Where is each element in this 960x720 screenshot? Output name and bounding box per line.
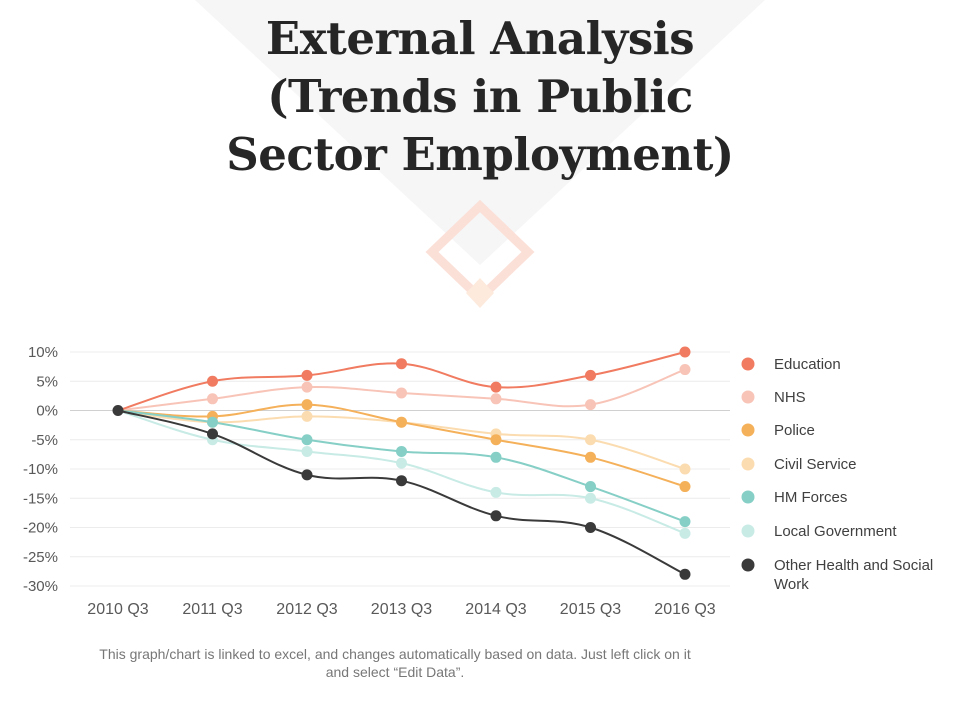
legend-label-nhs: NHS <box>774 389 806 406</box>
legend-marker-police <box>741 423 755 437</box>
data-point-hm-forces <box>679 516 691 528</box>
legend-label-local-government: Local Government <box>774 523 897 540</box>
background-chevron-shape <box>195 0 765 265</box>
title-line-2: (Trends in Public <box>267 70 693 123</box>
legend-marker-education <box>741 357 755 371</box>
data-point-local-government <box>301 445 313 457</box>
data-point-local-government <box>396 457 407 469</box>
diamond-small-shape <box>466 278 494 308</box>
data-point-education <box>301 369 313 381</box>
data-point-origin <box>112 405 124 416</box>
x-tick-label: 2013 Q3 <box>371 601 432 618</box>
x-tick-label: 2011 Q3 <box>182 601 242 618</box>
legend-label-education: Education <box>774 356 841 373</box>
legend-marker-other-health-and-social-work <box>741 558 755 572</box>
data-point-education <box>490 381 502 393</box>
data-point-local-government <box>585 492 596 504</box>
y-tick-label: -30% <box>23 578 58 595</box>
data-point-police <box>396 416 407 428</box>
x-tick-label: 2015 Q3 <box>560 601 621 618</box>
legend-marker-civil-service <box>741 457 755 471</box>
data-point-local-government <box>490 486 502 498</box>
data-point-other-health-and-social-work <box>207 428 218 440</box>
data-point-civil-service <box>301 410 313 422</box>
y-tick-label: 10% <box>28 344 58 361</box>
x-tick-label: 2014 Q3 <box>465 601 526 618</box>
y-tick-label: -25% <box>23 549 58 566</box>
legend-label-line-1: Other Health and Social <box>774 557 933 574</box>
data-point-education <box>679 346 691 358</box>
y-tick-label: -5% <box>31 432 58 449</box>
footnote: This graph/chart is linked to excel, and… <box>99 646 691 680</box>
data-point-civil-service <box>585 434 596 446</box>
data-point-nhs <box>585 399 596 411</box>
legend-label-hm-forces: HM Forces <box>774 489 847 506</box>
data-point-education <box>585 369 596 381</box>
data-point-education <box>396 358 407 370</box>
data-point-hm-forces <box>207 416 218 428</box>
x-tick-label: 2012 Q3 <box>276 601 337 618</box>
data-point-nhs <box>207 393 218 405</box>
y-tick-label: -10% <box>23 461 58 478</box>
y-tick-label: 5% <box>36 373 58 390</box>
data-point-police <box>301 399 313 411</box>
legend-label-line-2: Work <box>774 576 809 593</box>
data-point-other-health-and-social-work <box>585 522 596 533</box>
data-point-hm-forces <box>490 451 502 463</box>
data-point-other-health-and-social-work <box>679 568 691 580</box>
title-line-3: Sector Employment) <box>226 128 734 181</box>
data-point-civil-service <box>679 463 691 475</box>
title-line-1: External Analysis <box>265 12 695 65</box>
data-point-hm-forces <box>301 434 313 446</box>
legend-label-civil-service: Civil Service <box>774 456 857 473</box>
series-line-local-government <box>117 409 686 535</box>
data-point-other-health-and-social-work <box>490 510 502 522</box>
y-tick-label: -15% <box>23 490 58 507</box>
y-tick-label: 0% <box>36 403 58 420</box>
data-point-police <box>679 481 691 493</box>
data-point-hm-forces <box>396 445 407 457</box>
legend-label-police: Police <box>774 422 815 439</box>
page-title: External Analysis (Trends in Public Sect… <box>180 10 780 184</box>
legend-marker-hm-forces <box>741 490 755 504</box>
data-point-nhs <box>301 381 313 393</box>
data-point-police <box>490 434 502 446</box>
series-line-other-health-and-social-work <box>117 409 686 576</box>
data-point-other-health-and-social-work <box>301 469 313 481</box>
data-point-nhs <box>490 393 502 405</box>
data-point-other-health-and-social-work <box>396 475 407 487</box>
data-point-police <box>585 451 596 463</box>
data-point-education <box>207 375 218 387</box>
data-point-local-government <box>679 527 691 539</box>
x-tick-label: 2010 Q3 <box>87 601 148 618</box>
data-point-nhs <box>679 364 691 376</box>
legend-marker-nhs <box>741 390 755 404</box>
y-tick-label: -20% <box>23 520 58 537</box>
legend-marker-local-government <box>741 524 755 538</box>
data-point-nhs <box>396 387 407 399</box>
data-point-hm-forces <box>585 481 596 493</box>
x-tick-label: 2016 Q3 <box>654 601 715 618</box>
